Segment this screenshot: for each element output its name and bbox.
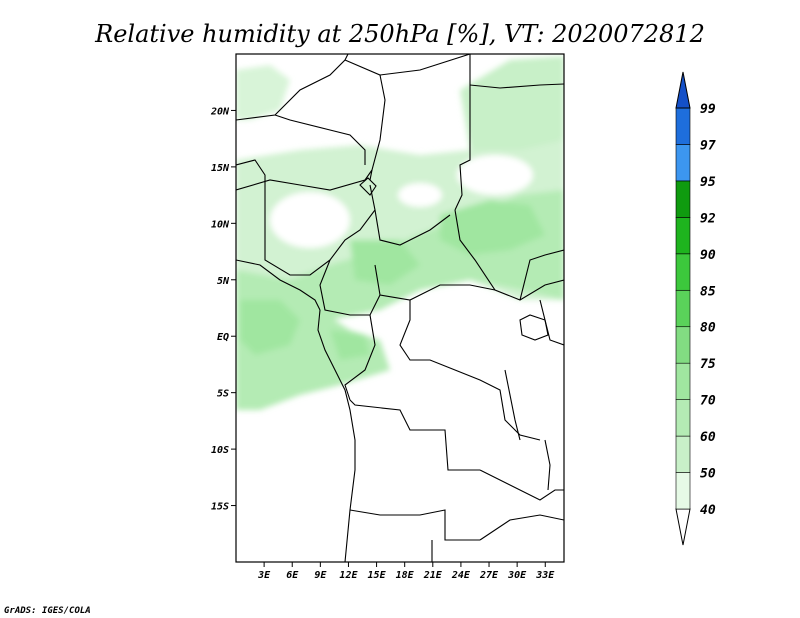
border-libya-egypt (454, 54, 471, 211)
colorbar-segment (675, 289, 691, 328)
grads-credit: GrADS: IGES/COLA (4, 606, 91, 616)
lake-malawi (544, 439, 551, 491)
colorbar-segment (675, 180, 691, 218)
lat-tick-label: 10N (211, 219, 230, 230)
colorbar-level-label: 85 (700, 284, 716, 299)
colorbar-level-label: 97 (700, 138, 716, 153)
lon-tick-label: 9E (314, 570, 327, 581)
colorbar-level-label: 50 (700, 467, 716, 482)
lon-tick-label: 21E (423, 570, 443, 581)
lat-tick-label: 20N (210, 106, 230, 117)
border-niger-south (236, 169, 373, 191)
border-car-south (374, 264, 496, 301)
border-drc-east (399, 300, 541, 441)
lon-tick-label: 18E (396, 570, 415, 581)
lon-tick-label: 6E (286, 570, 299, 581)
humidity-region-northwest (236, 65, 290, 120)
colorbar-level-label: 75 (700, 357, 716, 372)
colorbar-segment (675, 253, 691, 291)
humidity-region-patch-center (350, 240, 420, 285)
humidity-dry-hole-1 (270, 192, 350, 248)
colorbar-arrow-high (675, 71, 691, 109)
humidity-region-northeast (460, 56, 564, 150)
lon-tick-label: 24E (451, 570, 471, 581)
lat-tick-label: EQ (217, 332, 229, 343)
lon-tick-label: 12E (339, 570, 358, 581)
border-sudan-southsudan (454, 209, 564, 301)
colorbar-segment (675, 399, 691, 437)
border-westafrica (236, 159, 266, 190)
latitude-ticks: 20N 15N 10N 5N EQ 5S 10S 15S (210, 106, 236, 513)
humidity-region-patch-south (330, 330, 370, 360)
lake-tanganyika (504, 369, 521, 441)
border-congo-drc (344, 314, 376, 401)
colorbar-segment (675, 326, 691, 364)
colorbar-segment (675, 217, 691, 255)
colorbar-segment (675, 144, 691, 182)
colorbar-level-label: 99 (700, 102, 716, 117)
colorbar-level-label: 90 (700, 248, 716, 263)
border-chad-car (374, 209, 451, 246)
lon-tick-label: 3E (257, 570, 271, 581)
colorbar-segment (675, 107, 691, 145)
lat-tick-label: 10S (211, 445, 229, 456)
colorbar-level-label: 70 (700, 394, 716, 409)
humidity-shading (236, 56, 564, 410)
colorbar-level-label: 92 (700, 211, 716, 226)
map-panel: 20N 15N 10N 5N EQ 5S 10S 15S 3E 6E 9E 12E 15E 18E 21E… (210, 53, 565, 581)
humidity-dry-hole-3 (398, 183, 442, 207)
colorbar-segment (675, 472, 691, 510)
coastline-egypt-red-sea (469, 83, 564, 89)
lat-tick-label: 15N (211, 163, 230, 174)
border-zimbabwe (479, 514, 564, 541)
map-frame (235, 53, 565, 563)
lon-tick-label: 30E (507, 570, 527, 581)
lat-tick-label: 5N (217, 276, 230, 287)
lake-victoria (519, 314, 549, 341)
lon-tick-label: 33E (535, 570, 555, 581)
border-niger-north (344, 54, 471, 76)
border-cameroon (319, 259, 381, 316)
colorbar-level-label: 80 (700, 321, 716, 336)
border-angola-north (349, 399, 480, 471)
lat-tick-label: 15S (211, 502, 229, 513)
colorbar-level-label: 95 (700, 175, 716, 190)
humidity-dry-hole-2 (457, 155, 533, 195)
colorbar-level-label: 40 (700, 503, 716, 518)
border-ethiopia (519, 249, 564, 301)
colorbar-arrow-low (675, 508, 691, 546)
map-title: Relative humidity at 250hPa [%], VT: 202… (94, 20, 705, 48)
colorbar-level-label: 60 (700, 430, 716, 445)
border-algeria-niger (274, 114, 366, 165)
humidity-region-patch-east (440, 200, 545, 255)
coastline-gabon-angola (317, 309, 356, 562)
lake-chad (359, 177, 377, 196)
country-borders (236, 54, 564, 562)
border-angola-south (349, 509, 480, 541)
colorbar: 40 50 60 70 75 80 85 90 92 95 97 99 (675, 71, 716, 546)
lon-tick-label: 15E (368, 570, 387, 581)
border-algeria-libya (236, 54, 349, 121)
colorbar-segment (675, 435, 691, 473)
lat-tick-label: 5S (217, 389, 229, 400)
border-zambia (479, 469, 564, 501)
border-libya-chad (369, 74, 386, 181)
colorbar-segment (675, 362, 691, 400)
coastline-west-africa (236, 259, 321, 311)
lon-tick-label: 27E (479, 570, 499, 581)
longitude-ticks: 3E 6E 9E 12E 15E 18E 21E 24E 27E 30E 33E (257, 562, 555, 581)
humidity-region-patch-gulf (240, 300, 300, 355)
